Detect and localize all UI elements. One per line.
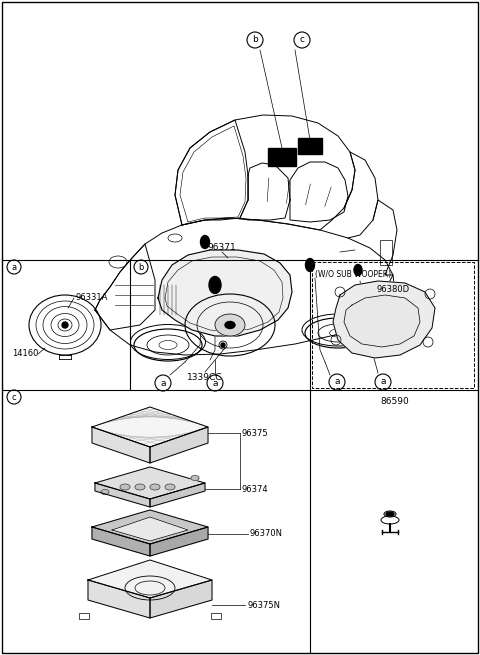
Polygon shape xyxy=(158,250,292,336)
Text: 96370N: 96370N xyxy=(250,529,283,538)
Text: 96331A: 96331A xyxy=(75,293,108,303)
Ellipse shape xyxy=(386,512,394,516)
Text: 86590: 86590 xyxy=(381,398,409,407)
Bar xyxy=(312,262,474,388)
Bar xyxy=(268,148,296,166)
Polygon shape xyxy=(92,407,208,447)
Polygon shape xyxy=(150,483,205,507)
Polygon shape xyxy=(92,510,208,544)
Ellipse shape xyxy=(201,236,209,248)
Ellipse shape xyxy=(354,265,362,276)
Ellipse shape xyxy=(215,314,245,336)
Polygon shape xyxy=(92,427,150,463)
Ellipse shape xyxy=(101,489,109,495)
Polygon shape xyxy=(112,517,188,541)
Text: b: b xyxy=(138,263,144,272)
Ellipse shape xyxy=(165,484,175,490)
Text: a: a xyxy=(12,263,17,272)
Text: 14160: 14160 xyxy=(12,350,38,358)
Polygon shape xyxy=(95,467,205,499)
Text: b: b xyxy=(252,35,258,45)
Text: a: a xyxy=(334,377,340,386)
Polygon shape xyxy=(95,483,150,507)
Text: 1339CC: 1339CC xyxy=(187,373,223,383)
Polygon shape xyxy=(88,580,150,618)
Polygon shape xyxy=(150,427,208,463)
Polygon shape xyxy=(88,560,212,598)
Bar xyxy=(298,138,322,154)
Text: 96371: 96371 xyxy=(208,243,236,252)
Polygon shape xyxy=(150,580,212,618)
Text: a: a xyxy=(212,379,218,388)
Text: a: a xyxy=(380,377,386,386)
Polygon shape xyxy=(150,527,208,556)
Ellipse shape xyxy=(150,484,160,490)
Polygon shape xyxy=(344,295,420,347)
Bar xyxy=(79,613,89,619)
Ellipse shape xyxy=(191,476,199,481)
Text: 96375N: 96375N xyxy=(247,601,280,610)
Circle shape xyxy=(221,343,225,347)
Text: (W/O SUB WOOPER): (W/O SUB WOOPER) xyxy=(315,270,391,279)
Polygon shape xyxy=(333,281,435,358)
Text: 96380D: 96380D xyxy=(376,285,409,294)
Bar xyxy=(211,613,221,619)
Text: a: a xyxy=(160,379,166,388)
Ellipse shape xyxy=(135,484,145,490)
Ellipse shape xyxy=(305,259,314,272)
Text: c: c xyxy=(300,35,304,45)
Text: 96374: 96374 xyxy=(242,485,269,493)
Bar xyxy=(380,240,392,265)
Circle shape xyxy=(62,322,68,328)
Ellipse shape xyxy=(209,276,221,293)
Text: c: c xyxy=(12,392,16,402)
Ellipse shape xyxy=(225,322,235,329)
Text: 96375: 96375 xyxy=(242,428,269,438)
Polygon shape xyxy=(92,527,150,556)
Ellipse shape xyxy=(120,484,130,490)
